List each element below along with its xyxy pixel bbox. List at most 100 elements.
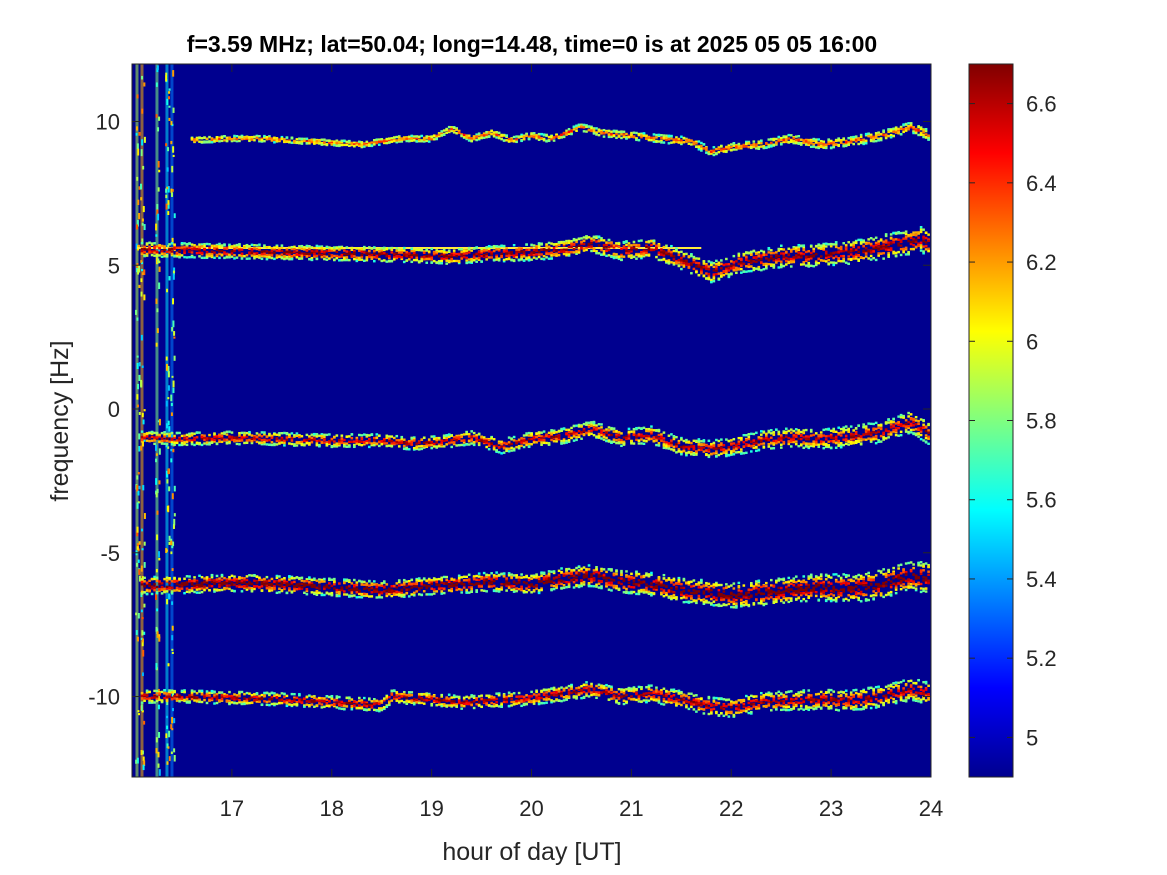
trace-pixel	[437, 250, 441, 253]
noise-speck	[156, 65, 159, 70]
trace-pixel	[637, 252, 641, 256]
trace-pixel	[208, 441, 211, 444]
trace-pixel	[597, 252, 601, 255]
trace-pixel	[497, 134, 501, 137]
trace-pixel	[168, 251, 171, 254]
trace-pixel	[670, 244, 673, 248]
trace-pixel	[288, 255, 291, 258]
trace-pixel	[707, 445, 711, 448]
trace-pixel	[580, 125, 583, 128]
trace-pixel	[263, 440, 266, 444]
trace-pixel	[445, 128, 449, 131]
noise-speck	[158, 169, 161, 173]
trace-pixel	[919, 230, 923, 234]
trace-pixel	[712, 280, 716, 283]
trace-pixel	[750, 265, 753, 268]
trace-pixel	[779, 434, 783, 437]
trace-pixel	[702, 260, 706, 263]
trace-pixel	[822, 246, 826, 250]
trace-pixel	[198, 247, 201, 250]
trace-pixel	[230, 245, 234, 248]
trace-pixel	[360, 145, 364, 149]
trace-pixel	[740, 261, 743, 264]
trace-pixel	[365, 257, 369, 260]
trace-pixel	[655, 246, 658, 250]
trace-pixel	[545, 256, 548, 259]
trace-pixel	[750, 253, 753, 256]
trace-pixel	[837, 137, 841, 141]
trace-pixel	[755, 267, 758, 270]
trace-pixel	[605, 243, 608, 246]
trace-pixel	[497, 135, 501, 139]
trace-pixel	[268, 135, 271, 138]
trace-pixel	[293, 245, 296, 249]
trace-pixel	[530, 437, 533, 441]
trace-pixel	[660, 136, 663, 140]
trace-pixel	[507, 447, 511, 450]
trace-pixel	[517, 446, 521, 449]
noise-speck	[135, 630, 138, 635]
trace-pixel	[288, 442, 291, 445]
trace-pixel	[475, 138, 478, 142]
trace-pixel	[812, 137, 816, 141]
trace-pixel	[315, 250, 319, 253]
trace-pixel	[345, 140, 349, 144]
trace-pixel	[607, 433, 611, 437]
trace-pixel	[802, 263, 806, 266]
trace-pixel	[565, 441, 568, 444]
trace-pixel	[565, 132, 568, 135]
trace-pixel	[235, 246, 239, 250]
trace-pixel	[635, 243, 638, 247]
trace-pixel	[450, 438, 453, 442]
trace-pixel	[670, 137, 673, 140]
noise-speck	[141, 75, 144, 80]
trace-pixel	[477, 134, 481, 137]
trace-pixel	[465, 261, 468, 265]
noise-speck	[166, 288, 169, 293]
trace-pixel	[657, 442, 661, 445]
trace-pixel	[447, 249, 451, 252]
trace-pixel	[565, 432, 568, 436]
noise-speck	[156, 204, 159, 211]
trace-pixel	[467, 251, 471, 254]
trace-pixel	[677, 264, 681, 268]
trace-pixel	[420, 445, 424, 448]
trace-pixel	[590, 429, 593, 432]
trace-pixel	[909, 240, 913, 244]
trace-pixel	[170, 247, 174, 250]
trace-pixel	[487, 442, 491, 445]
trace-pixel	[760, 142, 763, 145]
trace-pixel	[797, 246, 801, 249]
trace-pixel	[400, 138, 404, 142]
trace-pixel	[710, 261, 713, 264]
trace-pixel	[397, 248, 401, 251]
trace-pixel	[200, 256, 204, 260]
trace-pixel	[485, 441, 488, 445]
trace-pixel	[450, 445, 453, 449]
interference-stripe	[170, 64, 174, 777]
trace-pixel	[667, 442, 671, 445]
trace-pixel	[310, 256, 314, 260]
noise-speck	[157, 751, 160, 758]
trace-pixel	[275, 245, 279, 249]
trace-pixel	[293, 140, 296, 143]
trace-pixel	[547, 135, 551, 139]
trace-pixel	[792, 259, 796, 262]
trace-pixel	[198, 136, 201, 140]
trace-pixel	[587, 236, 591, 239]
trace-pixel	[670, 261, 673, 264]
trace-pixel	[283, 255, 286, 258]
trace-pixel	[540, 257, 543, 261]
noise-speck	[167, 385, 170, 391]
trace-pixel	[535, 134, 538, 138]
trace-pixel	[170, 441, 174, 444]
trace-pixel	[677, 137, 681, 141]
trace-pixel	[348, 435, 351, 438]
trace-pixel	[600, 426, 603, 429]
doppler-trace-0	[190, 122, 930, 157]
trace-pixel	[537, 132, 541, 136]
trace-pixel	[205, 137, 209, 140]
trace-pixel	[243, 137, 246, 141]
trace-pixel	[330, 140, 334, 143]
trace-pixel	[557, 438, 561, 441]
